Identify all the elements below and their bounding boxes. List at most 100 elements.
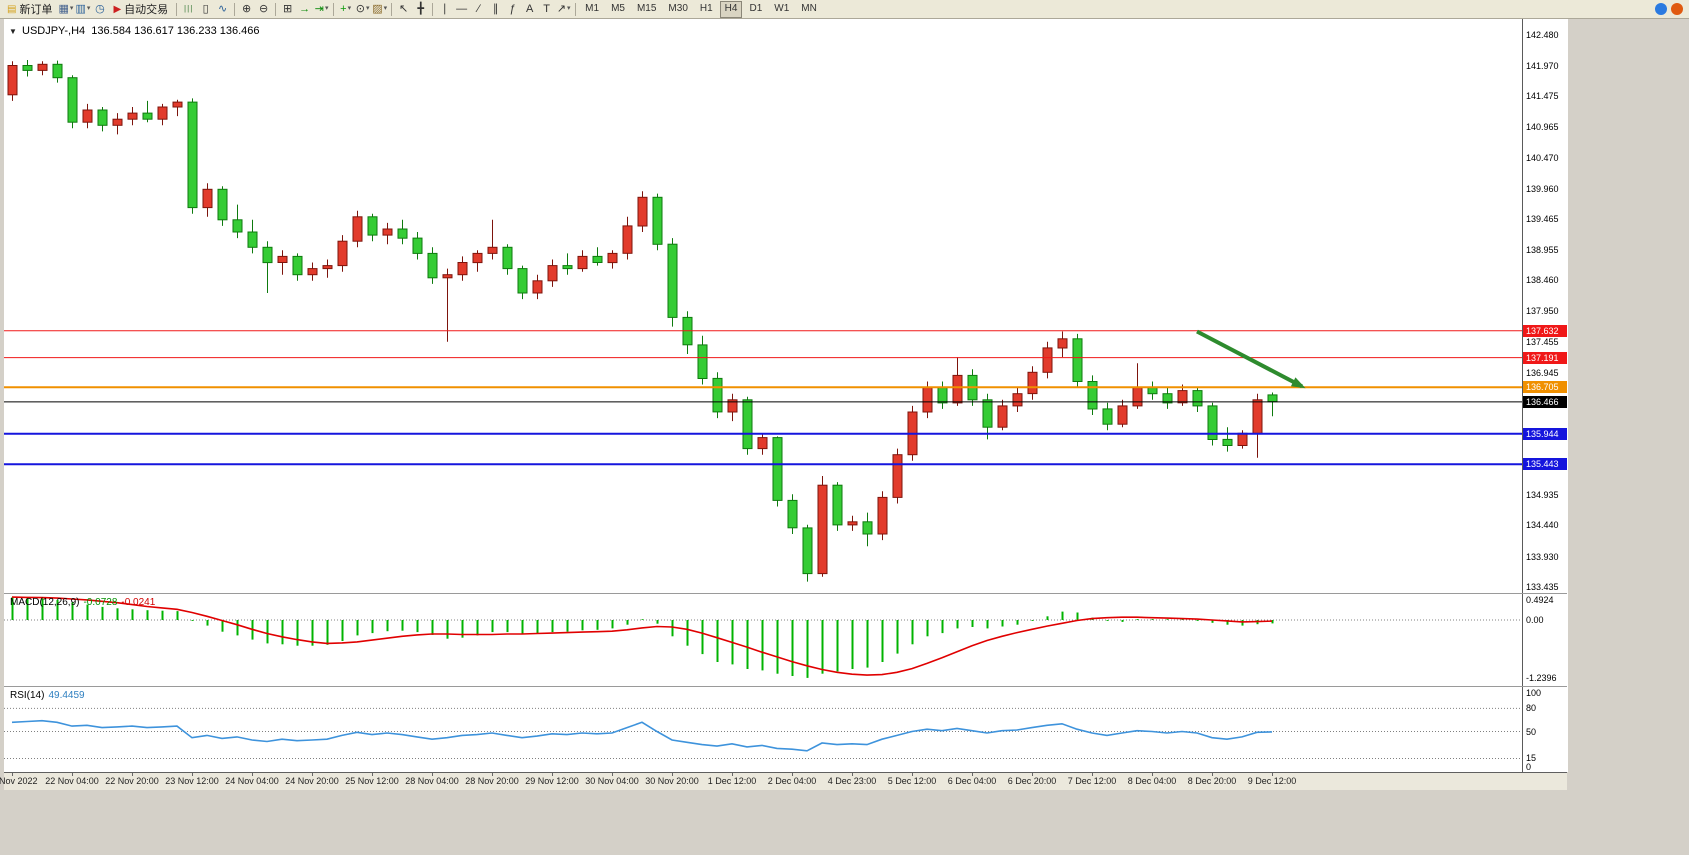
text-icon[interactable]: A bbox=[525, 3, 534, 15]
cursor-icon[interactable]: ↖ bbox=[399, 3, 409, 15]
line-chart-type-icon[interactable]: ∿ bbox=[218, 3, 228, 15]
price-axis[interactable]: 142.480 141.970 141.475 140.965 140.470 139.9… bbox=[1522, 19, 1568, 772]
horizontal-line-icon[interactable]: — bbox=[456, 3, 468, 15]
autotrade-button[interactable]: ▶ 自动交易 bbox=[108, 1, 173, 17]
time-label: 28 Nov 20:00 bbox=[465, 776, 519, 786]
periods-icon[interactable]: ⊙ ▾ bbox=[355, 3, 370, 15]
rsi-tick: 80 bbox=[1526, 703, 1537, 714]
time-tick-mark bbox=[432, 773, 433, 776]
timeframe-m5[interactable]: M5 bbox=[611, 2, 625, 14]
time-tick-mark bbox=[1032, 773, 1033, 776]
time-axis-border bbox=[4, 772, 1567, 773]
price-tick: 133.435 bbox=[1526, 581, 1559, 592]
macd-tick: 0.00 bbox=[1526, 615, 1544, 625]
price-tick: 134.935 bbox=[1526, 490, 1559, 501]
rsi-line bbox=[11, 719, 1273, 752]
profiles-icon[interactable]: ▥ ▾ bbox=[75, 3, 91, 15]
timeframe-buttons: M1 M5 M15 M30 H1 H4 D1 W1 MN bbox=[579, 0, 823, 18]
channel-icon[interactable]: ∥ bbox=[492, 3, 499, 15]
price-tag-137.632: 137.632 bbox=[1523, 324, 1567, 337]
pane-splitter-macd[interactable] bbox=[4, 593, 1567, 594]
macd-signal-value: -0.0241 bbox=[121, 597, 156, 608]
time-axis[interactable]: 21 Nov 2022 22 Nov 04:00 22 Nov 20:00 23 No… bbox=[0, 773, 1567, 790]
label-icon[interactable]: T bbox=[543, 3, 551, 15]
pane-splitter-rsi[interactable] bbox=[4, 686, 1567, 687]
time-label: 7 Dec 12:00 bbox=[1067, 776, 1117, 786]
news-icon[interactable] bbox=[1671, 3, 1683, 15]
time-label: 8 Dec 20:00 bbox=[1187, 776, 1237, 786]
arrows-icon[interactable]: ↗ ▾ bbox=[556, 3, 571, 15]
toolbar: ▤ 新订单 ▦ ▾ ▥ ▾ ◷ ▶ 自动交易 ||| ▯ ∿ ⊕ ⊖ ⊞ → ⇥ ▾ + ▾ ⊙ ▾ ▨ ▾ ↖ ╋ ∣ — ∕ ∥ ƒ A T… bbox=[0, 0, 1689, 19]
price-tag-136.705: 136.705 bbox=[1523, 381, 1567, 394]
time-label: 8 Dec 04:00 bbox=[1127, 776, 1177, 786]
arrows-icon-dropdown[interactable]: ▾ bbox=[567, 5, 571, 12]
timeframe-m15[interactable]: M15 bbox=[636, 2, 657, 14]
timeframe-h1[interactable]: H1 bbox=[699, 2, 713, 14]
time-label: 28 Nov 04:00 bbox=[405, 776, 459, 786]
rsi-indicator-label: RSI(14) 49.4459 bbox=[10, 690, 85, 701]
toolbar-separator bbox=[432, 2, 434, 16]
time-tick-mark bbox=[492, 773, 493, 776]
templates-icon-dropdown[interactable]: ▾ bbox=[383, 5, 388, 12]
market-watch-icon[interactable]: ◷ bbox=[95, 3, 105, 15]
new-order-button[interactable]: ▤ 新订单 bbox=[2, 1, 57, 17]
new-chart-icon-dropdown[interactable]: ▾ bbox=[69, 5, 74, 12]
candlesticks bbox=[7, 60, 1278, 582]
chart-shift-icon[interactable]: ⇥ ▾ bbox=[314, 3, 329, 15]
zoom-out-icon[interactable]: ⊖ bbox=[259, 3, 269, 15]
timeframe-h4[interactable]: H4 bbox=[719, 0, 743, 18]
time-tick-mark bbox=[1212, 773, 1213, 776]
new-chart-icon[interactable]: ▦ ▾ bbox=[58, 3, 74, 15]
time-label: 4 Dec 23:00 bbox=[827, 776, 877, 786]
candlestick-type-icon[interactable]: ▯ bbox=[202, 3, 209, 15]
price-tick: 138.460 bbox=[1526, 275, 1559, 286]
templates-icon[interactable]: ▨ ▾ bbox=[372, 3, 388, 15]
fibonacci-icon[interactable]: ƒ bbox=[509, 3, 516, 15]
time-label: 2 Dec 04:00 bbox=[767, 776, 817, 786]
indicators-icon-dropdown[interactable]: ▾ bbox=[347, 5, 352, 12]
community-icon[interactable] bbox=[1655, 3, 1667, 15]
timeframe-w1[interactable]: W1 bbox=[774, 2, 790, 14]
toolbar-separator bbox=[176, 2, 178, 16]
macd-histogram bbox=[11, 597, 1274, 678]
vertical-line-icon[interactable]: ∣ bbox=[441, 3, 448, 15]
timeframe-mn[interactable]: MN bbox=[801, 2, 817, 14]
macd-main-value: -0.0728 bbox=[83, 597, 118, 608]
crosshair-icon[interactable]: ╋ bbox=[417, 3, 424, 15]
rsi-name: RSI(14) bbox=[10, 690, 45, 701]
bar-chart-type-icon[interactable]: ||| bbox=[184, 4, 194, 13]
rsi-plot bbox=[4, 707, 1522, 759]
trendline-icon[interactable]: ∕ bbox=[477, 3, 480, 15]
time-label: 30 Nov 04:00 bbox=[585, 776, 639, 786]
toolbar-items: ▤ 新订单 ▦ ▾ ▥ ▾ ◷ ▶ 自动交易 ||| ▯ ∿ ⊕ ⊖ ⊞ → ⇥ ▾ + ▾ ⊙ ▾ ▨ ▾ ↖ ╋ ∣ — ∕ ∥ ƒ A T… bbox=[0, 0, 823, 18]
time-tick-mark bbox=[1272, 773, 1273, 776]
timeframe-m1[interactable]: M1 bbox=[585, 2, 600, 14]
toolbar-right-items bbox=[1655, 3, 1689, 15]
time-label: 5 Dec 12:00 bbox=[887, 776, 937, 786]
trend-arrow[interactable] bbox=[1196, 329, 1306, 389]
time-tick-mark bbox=[252, 773, 253, 776]
timeframe-d1[interactable]: D1 bbox=[749, 2, 763, 14]
time-tick-mark bbox=[792, 773, 793, 776]
timeframe-m30[interactable]: M30 bbox=[668, 2, 688, 14]
indicators-icon[interactable]: + ▾ bbox=[340, 3, 352, 15]
price-tag-135.443: 135.443 bbox=[1523, 458, 1567, 471]
one-click-trading-toggle[interactable]: ▼ bbox=[9, 27, 17, 36]
time-label: 24 Nov 20:00 bbox=[285, 776, 339, 786]
macd-plot bbox=[4, 596, 1522, 678]
toolbar-separator bbox=[391, 2, 393, 16]
rsi-value: 49.4459 bbox=[48, 690, 85, 701]
autotrade-button-label: 自动交易 bbox=[124, 4, 169, 16]
time-label: 22 Nov 04:00 bbox=[45, 776, 99, 786]
zoom-in-icon[interactable]: ⊕ bbox=[242, 3, 252, 15]
profiles-icon-dropdown[interactable]: ▾ bbox=[86, 5, 91, 12]
auto-scroll-icon[interactable]: → bbox=[299, 3, 311, 15]
tile-windows-icon[interactable]: ⊞ bbox=[283, 3, 293, 15]
macd-tick: 0.4924 bbox=[1526, 595, 1554, 605]
chart-shift-icon-dropdown[interactable]: ▾ bbox=[325, 5, 329, 12]
time-tick-mark bbox=[1092, 773, 1093, 776]
periods-icon-dropdown[interactable]: ▾ bbox=[366, 5, 370, 12]
toolbar-separator bbox=[275, 2, 277, 16]
time-tick-mark bbox=[312, 773, 313, 776]
new-order-icon: ▤ bbox=[7, 3, 17, 15]
